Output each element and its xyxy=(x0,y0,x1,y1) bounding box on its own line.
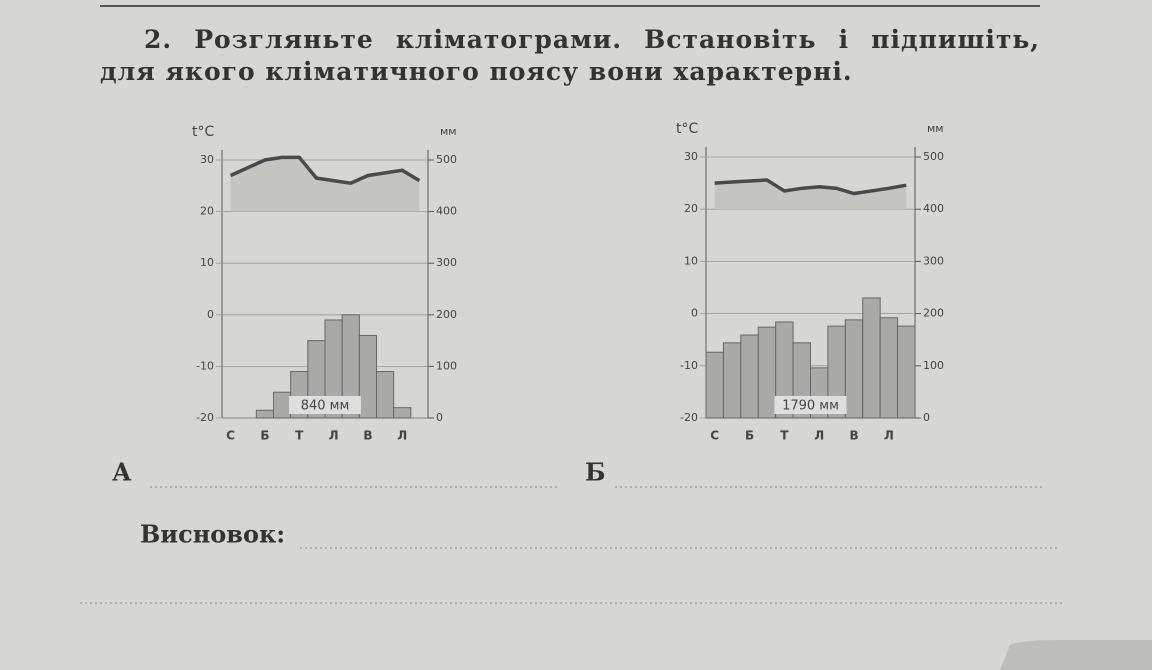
conclusion-label: Висновок: xyxy=(140,520,285,549)
answer-a-label: А xyxy=(112,458,132,487)
y2-tick-label: 200 xyxy=(923,307,944,320)
y-axis-title: t°C xyxy=(192,124,214,140)
y-tick-label: 0 xyxy=(207,308,214,321)
annotation: 840 мм xyxy=(301,399,350,414)
task-number: 2. xyxy=(144,25,173,54)
x-tick-label: С xyxy=(226,429,235,443)
y2-tick-label: 400 xyxy=(436,205,457,218)
x-tick-label: Л xyxy=(814,429,824,443)
bar xyxy=(757,326,777,419)
temperature-area xyxy=(230,157,420,212)
x-tick-label: В xyxy=(849,429,858,443)
annotation: 1790 мм xyxy=(782,399,839,414)
y2-tick-label: 500 xyxy=(923,150,944,163)
x-tick-label: Л xyxy=(397,429,407,443)
y2-tick-label: 0 xyxy=(436,411,443,424)
y2-tick-label: 200 xyxy=(436,308,457,321)
bar xyxy=(255,409,275,419)
y2-tick-label: 100 xyxy=(436,359,457,372)
y2-tick-label: 300 xyxy=(923,254,944,267)
bar xyxy=(862,297,881,419)
bar xyxy=(740,334,759,419)
y2-tick-label: 400 xyxy=(923,202,944,215)
page-corner xyxy=(1000,640,1152,670)
x-tick-label: С xyxy=(710,429,719,443)
answer-b-label: Б xyxy=(585,458,606,487)
x-tick-label: Л xyxy=(329,429,339,443)
y-tick-label: 30 xyxy=(200,153,214,166)
y2-tick-label: 300 xyxy=(436,256,457,269)
y-tick-label: 30 xyxy=(684,150,698,163)
y2-axis-title: мм xyxy=(440,125,457,138)
y-tick-label: 20 xyxy=(200,205,214,218)
y-tick-label: -20 xyxy=(196,411,214,424)
bar xyxy=(273,391,292,419)
x-tick-label: Б xyxy=(260,429,269,443)
y2-tick-label: 0 xyxy=(923,411,930,424)
y2-axis-title: мм xyxy=(927,122,944,135)
bar xyxy=(358,334,378,419)
y-tick-label: -10 xyxy=(196,359,214,372)
temperature-line xyxy=(229,155,421,186)
x-tick-label: Л xyxy=(884,429,894,443)
task: 2. Розгляньте кліматограми. Встановіть і… xyxy=(100,24,1040,88)
y-tick-label: 10 xyxy=(684,254,698,267)
y2-tick-label: 100 xyxy=(923,359,944,372)
temperature-area xyxy=(714,179,907,210)
x-tick-label: Т xyxy=(780,429,789,443)
bar xyxy=(897,325,916,419)
y2-tick-label: 500 xyxy=(436,153,457,166)
bar xyxy=(705,351,724,419)
bar xyxy=(376,371,395,419)
bar xyxy=(722,342,742,419)
x-tick-label: Т xyxy=(295,429,304,443)
y-tick-label: -10 xyxy=(680,359,698,372)
temperature-line xyxy=(714,178,907,196)
bar xyxy=(393,407,412,419)
bar xyxy=(879,317,899,419)
x-tick-label: В xyxy=(363,429,372,443)
y-tick-label: -20 xyxy=(680,411,698,424)
bar xyxy=(844,319,864,419)
y-tick-label: 20 xyxy=(684,202,698,215)
annotation-box xyxy=(289,396,361,414)
y-axis-title: t°C xyxy=(676,121,698,137)
annotation-box xyxy=(774,396,847,414)
x-tick-label: Б xyxy=(745,429,754,443)
task-text: Розгляньте кліматограми. Встановіть і пі… xyxy=(100,25,1040,86)
y-tick-label: 10 xyxy=(200,256,214,269)
y-tick-label: 0 xyxy=(691,307,698,320)
